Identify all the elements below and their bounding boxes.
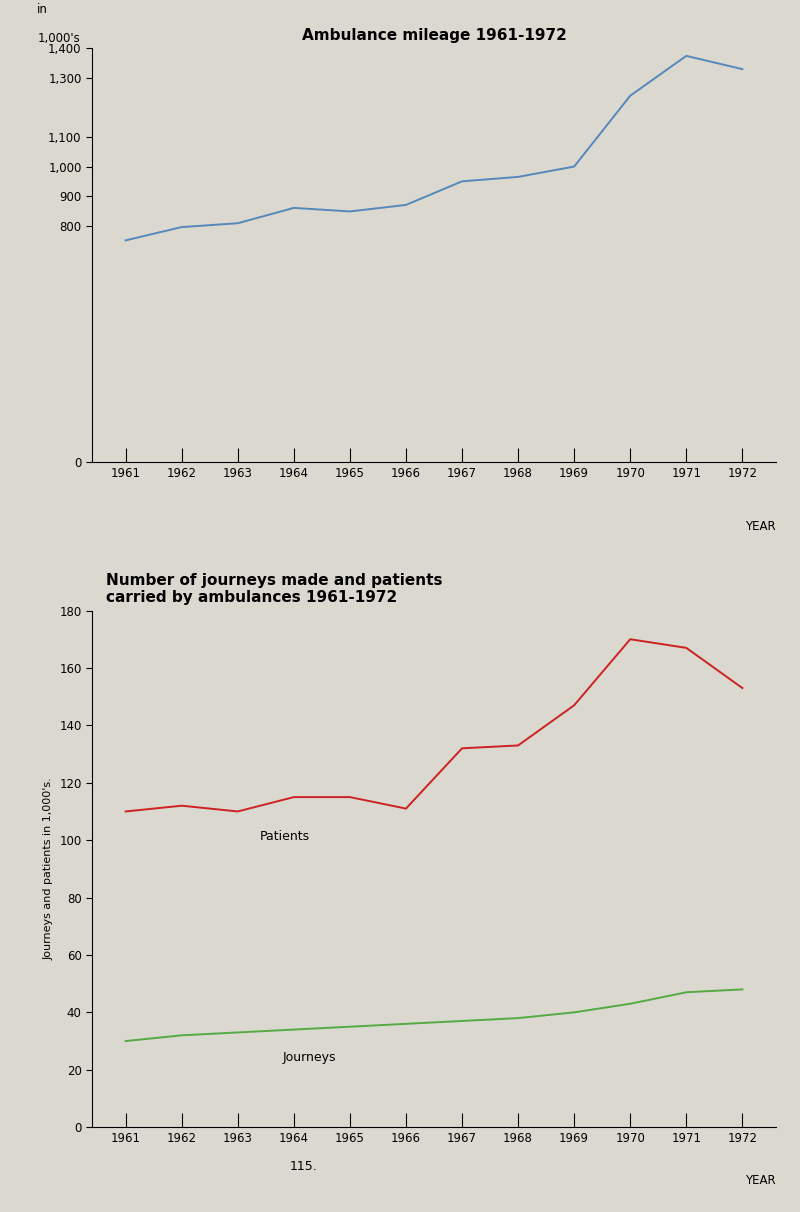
Text: Number of journeys made and patients
carried by ambulances 1961-1972: Number of journeys made and patients car… (106, 573, 442, 605)
Text: YEAR: YEAR (746, 1173, 776, 1187)
Y-axis label: Journeys and patients in 1,000's.: Journeys and patients in 1,000's. (44, 777, 54, 960)
Text: Journeys: Journeys (282, 1051, 336, 1064)
Text: in: in (38, 2, 48, 16)
Text: 1,000's: 1,000's (38, 32, 80, 45)
Text: 115.: 115. (290, 1160, 318, 1172)
Title: Ambulance mileage 1961-1972: Ambulance mileage 1961-1972 (302, 28, 566, 44)
Text: YEAR: YEAR (746, 520, 776, 532)
Text: Patients: Patients (260, 830, 310, 844)
